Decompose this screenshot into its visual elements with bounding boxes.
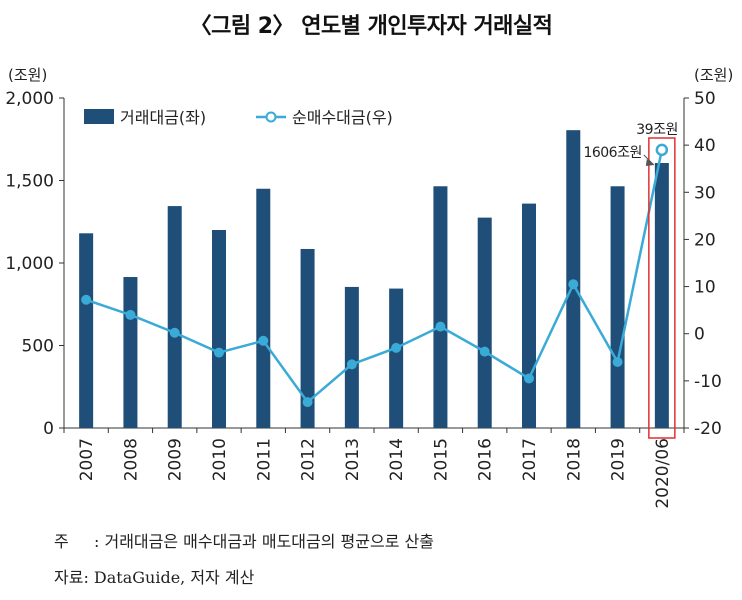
bar xyxy=(610,186,625,428)
y-right-unit: (조원) xyxy=(694,66,733,84)
y-right-tick-label: 0 xyxy=(694,325,705,345)
line-point xyxy=(214,347,224,358)
line-point xyxy=(435,321,446,332)
x-tick-label: 2009 xyxy=(166,438,186,481)
x-tick-label: 2020/06 xyxy=(653,438,673,509)
y-right-tick-label: 10 xyxy=(694,278,716,298)
legend-marker-line xyxy=(265,111,277,123)
bar xyxy=(389,288,404,428)
bar xyxy=(300,248,315,428)
line-point xyxy=(346,359,357,370)
y-right-tick-label: 20 xyxy=(694,230,716,250)
x-tick-label: 2015 xyxy=(431,438,451,481)
x-tick-label: 2008 xyxy=(121,438,141,481)
bar xyxy=(256,188,271,428)
y-right-tick-label: 50 xyxy=(694,89,716,109)
y-left-tick-label: 500 xyxy=(22,337,54,357)
line-point xyxy=(568,279,579,290)
y-left-tick-label: 0 xyxy=(43,419,54,439)
line-point xyxy=(302,397,313,408)
line-point xyxy=(655,143,669,157)
line-point xyxy=(169,327,180,338)
bar xyxy=(79,233,94,428)
line-point xyxy=(524,373,534,384)
bar xyxy=(433,186,448,428)
x-tick-label: 2016 xyxy=(476,438,496,481)
y-right-tick-label: -20 xyxy=(694,419,722,439)
footnote-label: 주 xyxy=(54,532,69,551)
chart-title: 〈그림 2〉 연도별 개인투자자 거래실적 xyxy=(189,14,553,39)
x-tick-label: 2007 xyxy=(77,438,97,481)
bar xyxy=(477,217,492,428)
annotation-arrow xyxy=(643,154,655,166)
bar xyxy=(167,206,182,428)
annotations: 39조원 1606조원 xyxy=(583,122,678,439)
bar xyxy=(522,203,536,428)
chart: 0 500 1,000 1,500 2,000 -20 -10 0 10 20 30 40 50 (조원)… xyxy=(5,66,733,509)
bar xyxy=(212,230,226,428)
legend-label-bar: 거래대금(좌) xyxy=(120,108,206,127)
x-tick-label: 2019 xyxy=(609,438,629,481)
y-right-tick-label: 40 xyxy=(694,136,716,156)
bar xyxy=(654,163,669,428)
annotation-bar-value: 1606조원 xyxy=(583,145,641,161)
footnote: 주 : 거래대금은 매수대금과 매도대금의 평균으로 산출 xyxy=(54,528,434,552)
line-point xyxy=(612,357,623,367)
bar-series xyxy=(79,130,669,429)
line-point xyxy=(479,346,490,357)
axes xyxy=(59,97,689,433)
line-series xyxy=(81,143,669,408)
x-tick-label: 2011 xyxy=(254,438,274,481)
line-path xyxy=(85,149,664,404)
line-point xyxy=(391,342,402,353)
x-tick-label: 2013 xyxy=(343,438,363,481)
tick-labels: 0 500 1,000 1,500 2,000 -20 -10 0 10 20 30 40 50 (조원)… xyxy=(5,66,733,509)
line-point xyxy=(258,335,269,346)
line-point xyxy=(81,294,92,305)
bar xyxy=(566,130,581,429)
x-tick-label: 2010 xyxy=(210,438,230,481)
y-left-tick-label: 1,500 xyxy=(5,172,54,192)
legend: 거래대금(좌) 순매수대금(우) xyxy=(84,108,393,127)
y-left-unit: (조원) xyxy=(8,66,47,84)
annotation-arrowhead xyxy=(645,159,654,167)
bar xyxy=(344,286,359,428)
y-right-tick-label: -10 xyxy=(694,372,722,392)
bar xyxy=(123,277,138,428)
x-tick-label: 2018 xyxy=(564,438,584,481)
legend-label-line: 순매수대금(우) xyxy=(292,108,393,127)
y-left-tick-label: 1,000 xyxy=(5,254,54,274)
legend-swatch-bar xyxy=(84,109,114,124)
x-tick-label: 2014 xyxy=(387,438,407,481)
annotation-line-value: 39조원 xyxy=(636,122,678,138)
x-tick-label: 2012 xyxy=(299,438,319,481)
source-note: 자료: DataGuide, 저자 계산 xyxy=(54,568,255,587)
highlight-box xyxy=(648,137,676,439)
y-right-tick-label: 30 xyxy=(694,183,716,203)
footnote-text: : 거래대금은 매수대금과 매도대금의 평균으로 산출 xyxy=(94,532,434,551)
y-left-tick-label: 2,000 xyxy=(5,89,54,109)
x-tick-label: 2017 xyxy=(520,438,540,481)
line-point xyxy=(125,309,136,320)
